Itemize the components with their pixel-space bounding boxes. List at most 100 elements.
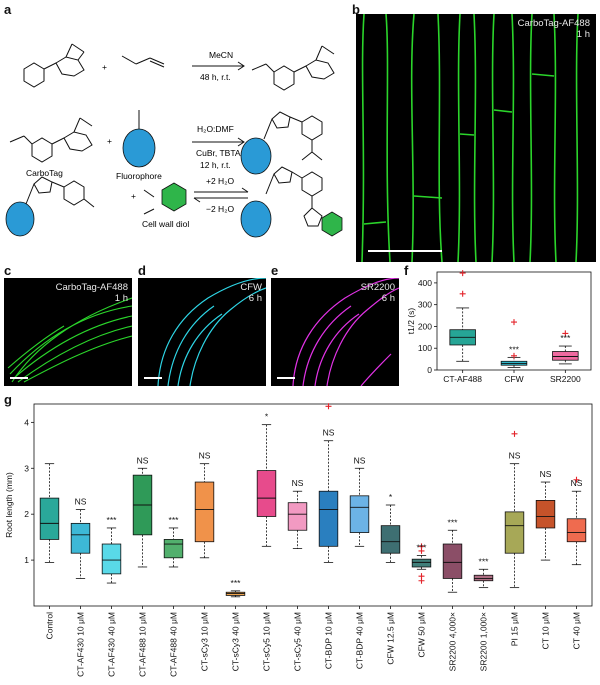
significance-label: NS <box>137 455 149 465</box>
box-9 <box>287 502 308 531</box>
y-tick-label: 300 <box>418 300 432 310</box>
y-tick-label: 1 <box>24 555 29 565</box>
box-13 <box>411 558 432 568</box>
box-3 <box>552 351 579 361</box>
micrograph-b-label: CarboTag-AF488 <box>517 18 590 29</box>
significance-label: *** <box>107 515 118 525</box>
significance-label: NS <box>292 478 304 488</box>
significance-label: *** <box>509 344 520 354</box>
x-tick-label: CT-AF488 <box>443 374 482 384</box>
x-tick-label: CFW 50 μM <box>417 612 427 658</box>
plus-sign-3: + <box>131 191 136 201</box>
y-tick-label: 0 <box>427 365 432 375</box>
micrograph-c-time: 1 h <box>114 293 128 304</box>
pyridine-boronate-structure <box>23 43 85 88</box>
significance-label: NS <box>75 497 87 507</box>
panel-label-e: e <box>271 263 279 278</box>
y-tick-label: 4 <box>24 417 29 427</box>
x-tick-label: CT-BDP 40 μM <box>355 612 365 669</box>
outlier-marker <box>418 543 425 550</box>
panel-label-c: c <box>4 263 12 278</box>
y-tick-label: 2 <box>24 509 29 519</box>
chart-f: 0 100 200 300 400 t1/2 (s) CT-AF488 *** CFW *** SR… <box>406 270 592 384</box>
carbotag-product-1 <box>251 45 335 91</box>
x-tick-label: CT 10 μM <box>541 612 551 649</box>
outlier-marker <box>418 573 425 580</box>
boronic-acid-reactant <box>25 176 95 208</box>
panel-label-d: d <box>138 263 146 278</box>
x-tick-label: SR2200 <box>550 374 581 384</box>
fluorophore-triazole-product <box>263 111 323 161</box>
diol-structure <box>143 189 155 215</box>
significance-label: *** <box>231 578 242 588</box>
step3-forward: +2 H₂O <box>206 176 234 186</box>
final-fluorophore-blob <box>240 200 272 238</box>
significance-label: NS <box>354 455 366 465</box>
box-12 <box>380 525 401 554</box>
x-tick-label: CT-sCy3 40 μM <box>231 612 241 671</box>
x-tick-label: CT-AF430 10 μM <box>76 612 86 677</box>
outlier-marker <box>325 403 332 410</box>
y-axis-label: Root length (mm) <box>4 472 14 538</box>
fluorophore-label: Fluorophore <box>116 171 162 181</box>
x-tick-label: CT-AF430 40 μM <box>107 612 117 677</box>
x-tick-label: CT-AF488 10 μM <box>138 612 148 677</box>
y-tick-label: 200 <box>418 321 432 331</box>
x-tick-label: CT-BDP 10 μM <box>324 612 334 669</box>
outlier-marker <box>562 330 569 337</box>
box-8 <box>256 470 277 517</box>
cell-wall-diol-label: Cell wall diol <box>142 219 189 229</box>
micrograph-c-label: CarboTag-AF488 <box>55 282 128 293</box>
y-axis-label: t1/2 (s) <box>406 308 416 335</box>
micrograph-c: CarboTag-AF488 1 h <box>4 278 132 386</box>
x-tick-label: SR2200 4,000× <box>448 612 458 671</box>
box-15 <box>473 574 494 582</box>
carbotag-structure <box>9 117 93 163</box>
box-2 <box>70 522 91 554</box>
step2-time: 12 h, r.t. <box>200 160 231 170</box>
x-tick-label: CT 40 μM <box>572 612 582 649</box>
x-tick-label: CT-sCy5 10 μM <box>262 612 272 671</box>
micrograph-b: CarboTag-AF488 1 h <box>356 14 596 262</box>
micrograph-e: SR2200 6 h <box>271 278 399 386</box>
x-tick-label: CT-sCy5 40 μM <box>293 612 303 671</box>
step1-solvent: MeCN <box>209 50 233 60</box>
outlier-marker <box>511 319 517 326</box>
product-diol-hexagon <box>321 211 343 237</box>
box-6 <box>194 481 215 543</box>
significance-label: *** <box>448 517 459 527</box>
significance-label: NS <box>323 428 335 438</box>
step1-conditions: 48 h, r.t. <box>200 72 231 82</box>
outlier-marker <box>459 270 466 277</box>
significance-label: *** <box>560 333 571 343</box>
plot-frame <box>33 403 593 607</box>
significance-label: NS <box>199 451 211 461</box>
box-5 <box>163 539 184 559</box>
chart-g: 1 2 3 4 Root length (mm) Control NS CT-AF430 10… <box>4 403 593 677</box>
outlier-marker <box>511 352 517 359</box>
outlier-marker <box>511 430 518 437</box>
significance-label: NS <box>540 469 552 479</box>
panel-label-b: b <box>352 2 360 17</box>
significance-label: *** <box>169 515 180 525</box>
x-tick-label: CFW <box>504 374 523 384</box>
outlier-marker <box>459 290 466 297</box>
significance-label: *** <box>417 543 428 553</box>
micrograph-d-time: 6 h <box>248 293 262 304</box>
propargyl-bromide-structure <box>121 55 165 68</box>
step2-catalyst: CuBr, TBTA <box>196 148 241 158</box>
box-10 <box>318 490 339 547</box>
x-tick-label: Control <box>45 612 55 640</box>
reaction-scheme: + + + MeCN 48 h, r.t. H₂O:DMF CuBr, TBTA… <box>5 43 343 238</box>
micrograph-d: CFW 6 h <box>138 278 266 386</box>
plus-sign-2: + <box>107 136 112 146</box>
y-tick-label: 3 <box>24 463 29 473</box>
y-tick-label: 400 <box>418 278 432 288</box>
carbotag-label: CarboTag <box>26 168 63 178</box>
reactant-fluorophore-blob <box>5 201 35 237</box>
micrograph-d-label: CFW <box>240 282 262 293</box>
significance-label: * <box>265 412 269 422</box>
panel-label-a: a <box>4 2 12 17</box>
significance-label: * <box>389 492 393 502</box>
x-tick-label: SR2200 1,000× <box>479 612 489 671</box>
